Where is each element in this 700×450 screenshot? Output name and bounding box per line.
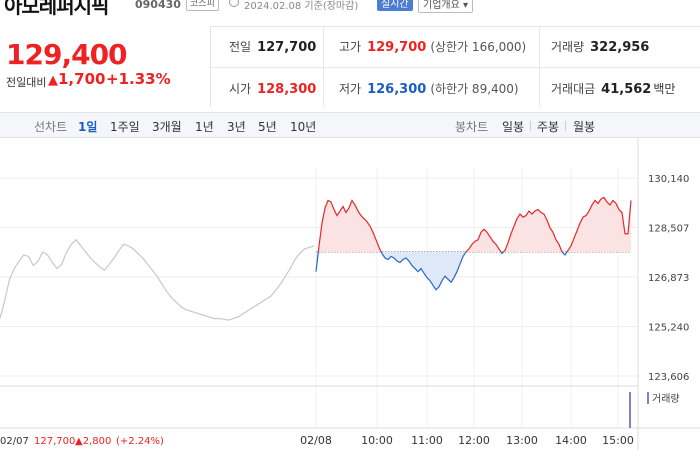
stat-label: 거래량 [551, 40, 585, 54]
x-tick-label: 11:00 [411, 434, 443, 447]
prev-day-date: 02/07 [0, 436, 29, 447]
y-tick-label: 130,140 [648, 174, 689, 185]
grid-divider [211, 67, 700, 68]
grid-divider [539, 27, 540, 107]
stat-volume: 거래량 322,956 [551, 38, 649, 55]
x-tick-label: 02/08 [300, 434, 332, 447]
stat-label: 저가 [339, 82, 362, 96]
up-area-fill [316, 197, 631, 252]
stat-high: 고가 129,700 (상한가 166,000) [339, 38, 526, 55]
stats-grid: 전일 127,700 고가 129,700 (상한가 166,000) 거래량 322,… [210, 26, 700, 107]
tab-3year[interactable]: 3년 [227, 120, 246, 134]
realtime-button[interactable]: 실시간 [377, 0, 413, 11]
tab-1day[interactable]: 1일 [78, 120, 98, 134]
tab-1year[interactable]: 1년 [195, 120, 214, 134]
stat-prev-close: 전일 127,700 [229, 38, 316, 55]
stat-value: 127,700 [257, 40, 317, 55]
lower-limit: (하한가 89,400) [430, 82, 519, 96]
chart-period-tabs: 선차트 1일 1주일 3개월 1년 3년 5년 10년 봉차트 일봉 주봉 월봉 [0, 112, 700, 138]
prev-day-close: 127,700 [34, 436, 75, 447]
compare-label: 전일대비 [6, 76, 47, 89]
stock-name: 아모레퍼시픽 [4, 0, 109, 18]
price-chart[interactable]: 130,140 128,507 126,873 125,240 123,606 거래량 02… [0, 138, 700, 450]
volume-label: 거래량 [652, 393, 680, 405]
tab-separator [530, 121, 531, 131]
stat-low: 저가 126,300 (하한가 89,400) [339, 80, 519, 97]
grid-divider [323, 27, 324, 107]
quote-date: 2024.02.08 기준(장마감) [244, 1, 359, 12]
x-tick-label: 12:00 [458, 434, 490, 447]
tab-10year[interactable]: 10년 [290, 120, 317, 134]
up-arrow-icon: ▲ [48, 73, 58, 88]
stat-value: 128,300 [257, 82, 317, 97]
market-badge: 코스피 [186, 0, 219, 11]
prev-day-change: ▲2,800 [75, 436, 111, 447]
company-overview-dropdown[interactable]: 기업개요 ▾ [418, 0, 473, 13]
stat-label: 거래대금 [551, 82, 596, 96]
prev-day-line [0, 238, 315, 321]
stat-label: 전일 [229, 40, 252, 54]
stat-value: 129,700 [367, 40, 427, 55]
price-chart-svg: 130,140 128,507 126,873 125,240 123,606 거래량 02… [0, 138, 700, 450]
stock-code: 090430 [135, 0, 181, 11]
stat-label: 시가 [229, 82, 252, 96]
y-tick-label: 125,240 [648, 323, 689, 334]
y-tick-label: 126,873 [648, 273, 689, 284]
volume-bar [629, 392, 631, 428]
volume-legend-marker [647, 392, 649, 404]
y-tick-label: 128,507 [648, 224, 689, 235]
x-tick-label: 15:00 [602, 434, 634, 447]
tab-weekly[interactable]: 주봉 [537, 120, 560, 134]
tab-5year[interactable]: 5년 [258, 120, 277, 134]
tab-3month[interactable]: 3개월 [152, 120, 182, 134]
current-price-box: 129,400 전일대비 ▲1,700 +1.33% [0, 26, 210, 106]
tab-1week[interactable]: 1주일 [110, 120, 140, 134]
tab-monthly[interactable]: 월봉 [573, 120, 596, 134]
stat-value: 126,300 [367, 82, 427, 97]
tab-daily[interactable]: 일봉 [502, 120, 525, 134]
stat-open: 시가 128,300 [229, 80, 316, 97]
stat-unit: 백만 [653, 82, 676, 96]
upper-limit: (상한가 166,000) [430, 40, 527, 54]
change-value: 1,700 [58, 70, 106, 88]
x-tick-label: 14:00 [555, 434, 587, 447]
x-tick-label: 10:00 [361, 434, 393, 447]
stat-label: 고가 [339, 40, 362, 54]
stock-header: 아모레퍼시픽 090430 코스피 2024.02.08 기준(장마감) 실시간… [0, 0, 700, 20]
stat-value: 41,562 [601, 82, 652, 97]
clock-icon [229, 0, 239, 7]
up-series-line [317, 196, 632, 252]
prev-day-percent: (+2.24%) [116, 436, 164, 447]
line-chart-label: 선차트 [34, 120, 68, 134]
current-price: 129,400 [6, 38, 128, 71]
stat-value: 322,956 [590, 40, 650, 55]
candle-chart-label: 봉차트 [455, 120, 489, 134]
change-percent: +1.33% [106, 70, 171, 88]
stat-amount: 거래대금 41,562 백만 [551, 80, 675, 97]
x-tick-label: 13:00 [506, 434, 538, 447]
y-tick-label: 123,606 [648, 372, 689, 383]
price-change: ▲1,700 [48, 70, 105, 88]
tab-separator [565, 121, 566, 131]
